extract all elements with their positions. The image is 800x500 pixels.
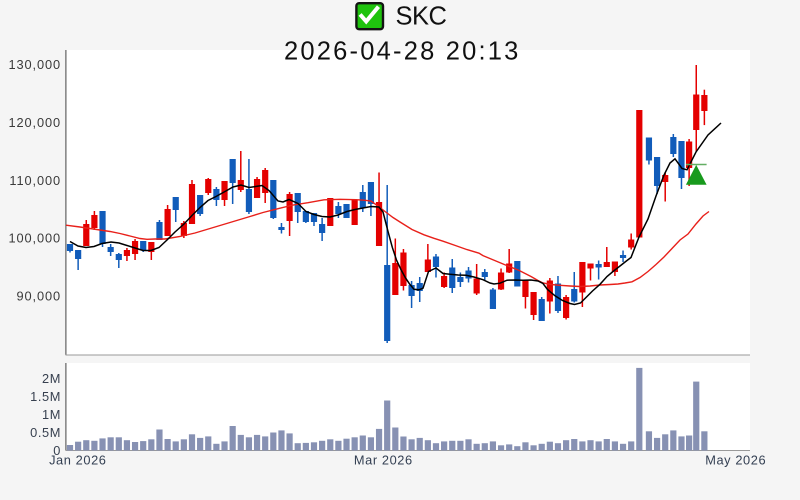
svg-text:2026-04-28 20:13: 2026-04-28 20:13 — [284, 37, 521, 65]
svg-text:SKC: SKC — [396, 3, 447, 31]
svg-text:1.5M: 1.5M — [30, 389, 61, 404]
svg-text:May 2026: May 2026 — [705, 453, 766, 468]
svg-text:120,000: 120,000 — [8, 115, 61, 130]
svg-text:110,000: 110,000 — [9, 173, 61, 188]
svg-text:100,000: 100,000 — [8, 231, 61, 246]
svg-text:1M: 1M — [42, 407, 61, 422]
svg-text:Jan 2026: Jan 2026 — [49, 453, 106, 468]
svg-text:Mar 2026: Mar 2026 — [354, 453, 413, 468]
svg-text:90,000: 90,000 — [16, 289, 61, 304]
svg-text:0: 0 — [53, 443, 61, 458]
svg-text:2M: 2M — [42, 371, 61, 386]
svg-text:130,000: 130,000 — [8, 57, 61, 72]
svg-text:0.5M: 0.5M — [30, 425, 61, 440]
